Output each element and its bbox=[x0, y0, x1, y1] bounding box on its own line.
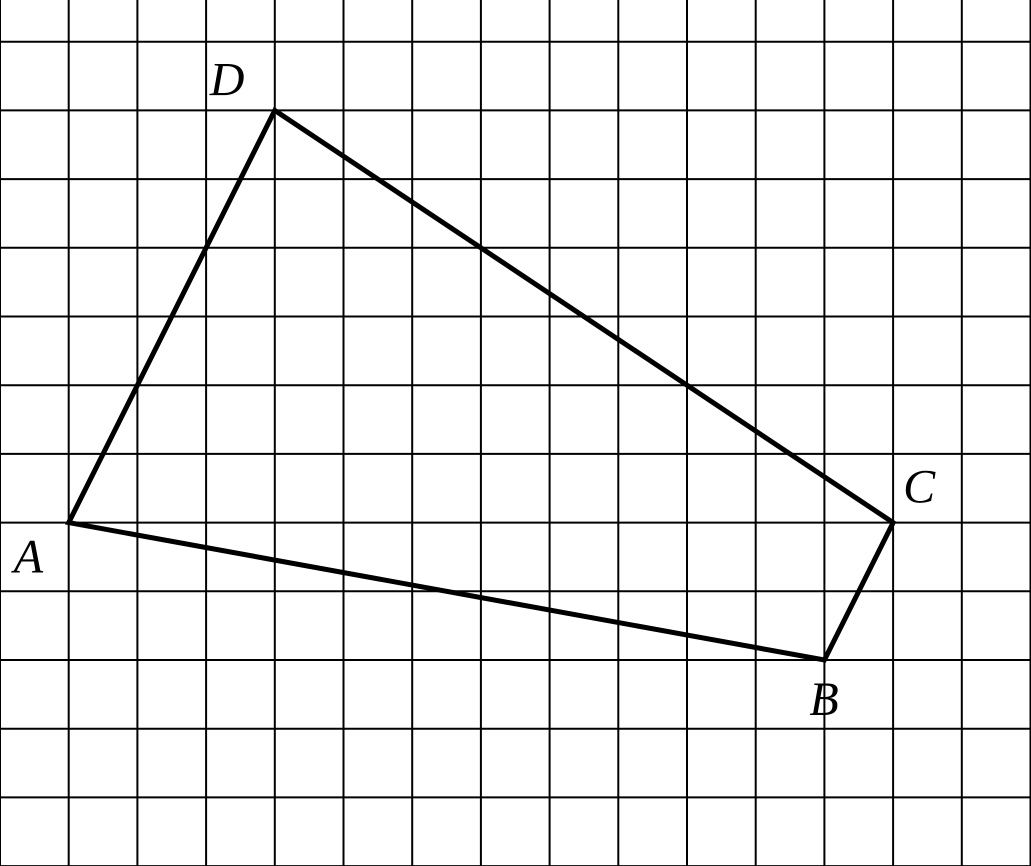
vertex-label-c: C bbox=[903, 461, 936, 514]
vertex-label-b: B bbox=[809, 673, 838, 726]
vertex-label-d: D bbox=[209, 53, 245, 106]
diagram-container: A B C D bbox=[0, 0, 1031, 866]
background bbox=[0, 0, 1031, 866]
vertex-label-a: A bbox=[11, 531, 44, 584]
geometry-diagram: A B C D bbox=[0, 0, 1031, 866]
